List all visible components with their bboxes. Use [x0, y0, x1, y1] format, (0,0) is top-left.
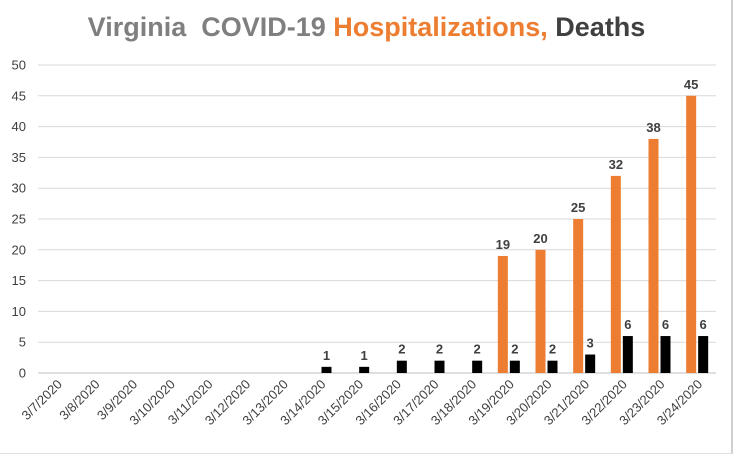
y-tick-label: 25 [12, 212, 26, 227]
hospitalizations-data-label: 19 [496, 237, 510, 252]
x-tick-label: 3/8/2020 [56, 377, 102, 423]
deaths-data-label: 1 [361, 348, 368, 363]
deaths-bar [396, 360, 407, 373]
y-tick-label: 20 [12, 242, 26, 257]
deaths-data-label: 2 [398, 342, 405, 357]
hospitalizations-data-label: 38 [646, 120, 660, 135]
y-tick-label: 5 [19, 335, 26, 350]
y-tick-label: 35 [12, 150, 26, 165]
hospitalizations-bar [648, 138, 659, 373]
hospitalizations-bar [573, 219, 584, 373]
y-tick-label: 15 [12, 273, 26, 288]
deaths-bar [509, 360, 520, 373]
y-tick-label: 10 [12, 304, 26, 319]
hospitalizations-bar [497, 255, 508, 373]
hospitalizations-data-label: 32 [609, 157, 623, 172]
deaths-data-label: 6 [700, 317, 707, 332]
chart-title-state: Virginia COVID-19 [87, 12, 334, 42]
deaths-data-label: 2 [511, 342, 518, 357]
chart-title-hospitalizations: Hospitalizations, [333, 12, 548, 42]
deaths-bar [434, 360, 445, 373]
deaths-bar [547, 360, 558, 373]
deaths-data-label: 6 [624, 317, 631, 332]
deaths-bar [698, 336, 709, 373]
y-tick-label: 50 [12, 58, 26, 73]
hospitalizations-bar [610, 175, 621, 373]
deaths-bar [585, 354, 596, 373]
deaths-data-label: 3 [587, 336, 594, 351]
x-tick-label: 3/7/2020 [19, 377, 65, 423]
y-tick-label: 0 [19, 366, 26, 381]
y-tick-label: 30 [12, 181, 26, 196]
hospitalizations-bar [686, 95, 697, 374]
deaths-data-label: 2 [436, 342, 443, 357]
deaths-bar [359, 366, 370, 373]
deaths-bar [321, 366, 332, 373]
deaths-data-label: 2 [549, 342, 556, 357]
deaths-data-label: 1 [323, 348, 330, 363]
deaths-bar [660, 336, 671, 373]
deaths-bar [622, 336, 633, 373]
chart-title: Virginia COVID-19 Hospitalizations, Deat… [0, 12, 733, 43]
hospitalizations-data-label: 20 [533, 231, 547, 246]
hospitalizations-data-label: 45 [684, 77, 698, 92]
hospitalizations-data-label: 25 [571, 200, 585, 215]
deaths-data-label: 2 [474, 342, 481, 357]
chart-title-deaths: Deaths [547, 12, 646, 42]
deaths-bar [472, 360, 483, 373]
hospitalizations-bar [535, 249, 546, 373]
deaths-data-label: 6 [662, 317, 669, 332]
y-tick-label: 45 [12, 88, 26, 103]
y-tick-label: 40 [12, 119, 26, 134]
